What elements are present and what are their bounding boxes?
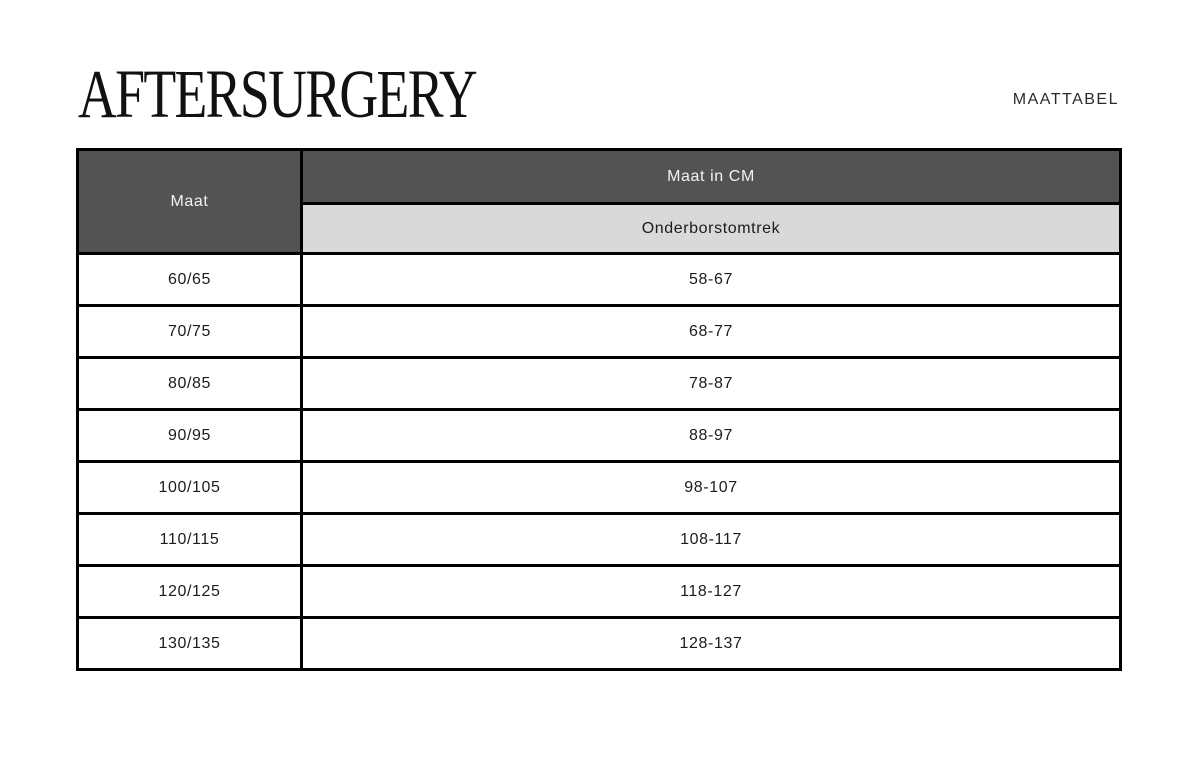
brand-logo: AFTERSURGERY bbox=[78, 55, 478, 133]
size-cell: 120/125 bbox=[76, 564, 303, 619]
table-row: 60/65 58-67 bbox=[76, 252, 1122, 307]
table-row: 110/115 108-117 bbox=[76, 512, 1122, 567]
table-row: 100/105 98-107 bbox=[76, 460, 1122, 515]
size-cell: 80/85 bbox=[76, 356, 303, 411]
table-row: 80/85 78-87 bbox=[76, 356, 1122, 411]
size-cell: 70/75 bbox=[76, 304, 303, 359]
size-cell: 110/115 bbox=[76, 512, 303, 567]
range-cell: 108-117 bbox=[300, 512, 1122, 567]
size-cell: 130/135 bbox=[76, 616, 303, 671]
range-cell: 88-97 bbox=[300, 408, 1122, 463]
table-row: 90/95 88-97 bbox=[76, 408, 1122, 463]
column-subheader-onderborstomtrek: Onderborstomtrek bbox=[300, 202, 1122, 255]
range-cell: 98-107 bbox=[300, 460, 1122, 515]
range-cell: 78-87 bbox=[300, 356, 1122, 411]
column-header-maat: Maat bbox=[76, 148, 303, 255]
size-table: Maat Maat in CM Onderborstomtrek 60/65 5… bbox=[76, 148, 1122, 671]
range-cell: 68-77 bbox=[300, 304, 1122, 359]
table-header-row-group: Maat Maat in CM bbox=[76, 148, 1122, 255]
page-title: MAATTABEL bbox=[1012, 91, 1119, 108]
table-row: 130/135 128-137 bbox=[76, 616, 1122, 671]
range-cell: 118-127 bbox=[300, 564, 1122, 619]
size-cell: 100/105 bbox=[76, 460, 303, 515]
size-cell: 90/95 bbox=[76, 408, 303, 463]
table-row: 120/125 118-127 bbox=[76, 564, 1122, 619]
table-header-row-sub: Onderborstomtrek bbox=[78, 202, 1122, 255]
range-cell: 128-137 bbox=[300, 616, 1122, 671]
size-cell: 60/65 bbox=[76, 252, 303, 307]
column-group-header-maat-in-cm: Maat in CM bbox=[300, 148, 1122, 205]
range-cell: 58-67 bbox=[300, 252, 1122, 307]
table-row: 70/75 68-77 bbox=[76, 304, 1122, 359]
